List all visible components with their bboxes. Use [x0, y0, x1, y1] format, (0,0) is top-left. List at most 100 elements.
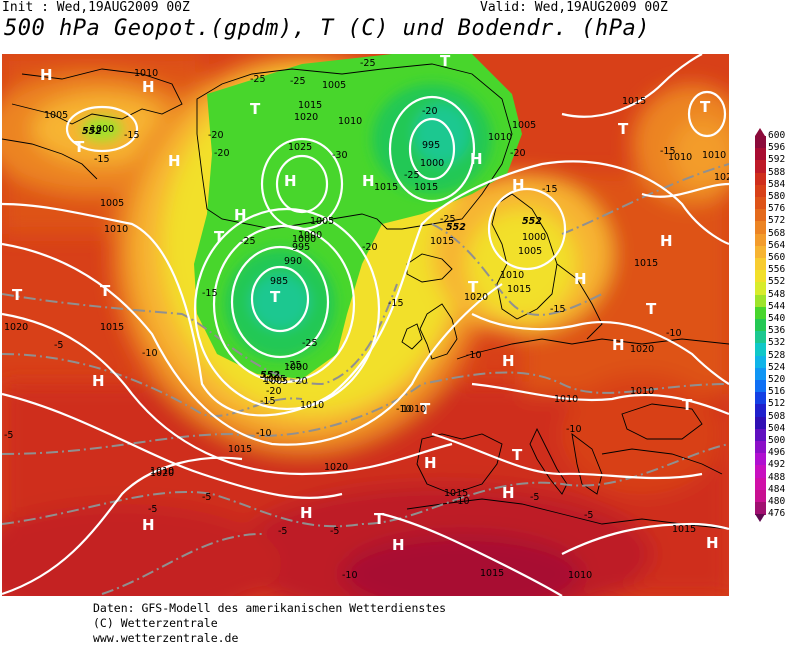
legend-level-label: 588	[768, 166, 786, 178]
legend-swatch	[755, 306, 766, 320]
color-legend: 600 596 592 588 584 580 576 572 568 564 560 556 552 5…	[752, 128, 790, 523]
footer-website: www.wetterzentrale.de	[93, 631, 239, 645]
legend-swatch	[755, 404, 766, 418]
svg-text:1000: 1000	[284, 362, 308, 373]
legend-swatch	[755, 392, 766, 405]
low-symbol: T	[100, 282, 111, 300]
footer: Daten: GFS-Modell des amerikanischen Wet…	[93, 601, 446, 646]
svg-text:-25: -25	[250, 74, 266, 85]
legend-level-label: 480	[768, 496, 786, 507]
high-symbol: H	[284, 172, 297, 190]
low-symbol: T	[250, 100, 261, 118]
svg-text:-10: -10	[256, 428, 272, 439]
high-symbol: H	[168, 152, 181, 170]
svg-text:-10: -10	[342, 570, 358, 581]
temperature-isolines	[2, 163, 729, 595]
legend-swatch	[755, 380, 766, 393]
legend-swatch	[755, 209, 766, 222]
svg-text:1025: 1025	[288, 142, 312, 153]
init-time: Init : Wed,19AUG2009 00Z	[2, 0, 190, 15]
map-title: 500 hPa Geopot.(gpdm), T (C) und Bodendr…	[4, 16, 651, 41]
svg-text:1010: 1010	[338, 116, 362, 127]
pressure-labels: 1005 1010 1000 1005 1015 1020 1025 995 1…	[4, 68, 729, 581]
legend-level-label: 592	[768, 154, 786, 166]
high-symbol: H	[502, 352, 515, 370]
svg-text:1010: 1010	[488, 132, 512, 143]
svg-text:-15: -15	[550, 304, 566, 315]
legend-level-label: 576	[768, 203, 786, 215]
svg-text:1010: 1010	[104, 224, 128, 235]
svg-text:-20: -20	[510, 148, 526, 159]
legend-swatch	[755, 319, 766, 332]
legend-swatch	[755, 270, 766, 283]
svg-text:-20: -20	[214, 148, 230, 159]
legend-level-label: 548	[768, 288, 786, 300]
svg-text:-5: -5	[278, 526, 287, 537]
high-symbol: H	[142, 78, 155, 96]
legend-level-label: 508	[768, 410, 786, 422]
svg-text:1020: 1020	[294, 112, 318, 123]
svg-text:1005: 1005	[262, 374, 286, 385]
svg-text:1015: 1015	[634, 258, 658, 269]
low-symbol: T	[420, 400, 431, 418]
legend-swatch	[755, 172, 766, 186]
legend-swatch	[755, 136, 766, 149]
legend-level-label: 564	[768, 239, 786, 251]
svg-text:1010: 1010	[702, 150, 726, 161]
svg-text:1010: 1010	[134, 68, 158, 79]
svg-text:-30: -30	[332, 150, 348, 161]
svg-text:1010: 1010	[668, 152, 692, 163]
svg-text:1010: 1010	[568, 570, 592, 581]
legend-swatch	[755, 502, 766, 515]
svg-text:1015: 1015	[298, 100, 322, 111]
svg-text:-15: -15	[202, 288, 218, 299]
legend-swatch	[755, 331, 766, 344]
svg-text:-20: -20	[266, 386, 282, 397]
legend-level-label: 600	[768, 130, 786, 141]
legend-level-label: 516	[768, 386, 786, 398]
legend-swatch	[755, 221, 766, 235]
svg-text:1000: 1000	[522, 232, 546, 243]
legend-level-label: 556	[768, 264, 786, 276]
svg-text:1000: 1000	[420, 158, 444, 169]
legend-level-label: 580	[768, 191, 786, 202]
high-symbol: H	[40, 66, 53, 84]
svg-text:1010: 1010	[300, 400, 324, 411]
weather-map: H H H H H H H H H H H H H H H H H H H T …	[2, 54, 729, 596]
legend-level-label: 572	[768, 215, 786, 227]
legend-swatch	[755, 148, 766, 161]
svg-text:-15: -15	[94, 154, 110, 165]
high-symbol: H	[424, 454, 437, 472]
low-symbol: T	[374, 510, 385, 528]
svg-text:995: 995	[422, 140, 440, 151]
legend-swatch	[755, 160, 766, 174]
svg-text:1015: 1015	[100, 322, 124, 333]
svg-text:1020: 1020	[714, 172, 729, 183]
svg-text:1000: 1000	[292, 234, 316, 245]
legend-swatch	[755, 477, 766, 491]
svg-text:1005: 1005	[512, 120, 536, 131]
legend-level-label: 476	[768, 508, 786, 520]
svg-text:1005: 1005	[100, 198, 124, 209]
svg-text:1015: 1015	[444, 488, 468, 499]
legend-swatch	[755, 355, 766, 369]
legend-swatch	[755, 294, 766, 308]
svg-text:1010: 1010	[630, 386, 654, 397]
svg-text:1010: 1010	[150, 466, 174, 477]
svg-text:990: 990	[284, 256, 302, 267]
svg-text:552: 552	[82, 126, 102, 137]
geopotential-labels: 552 552 552 552	[82, 126, 542, 381]
svg-text:1015: 1015	[414, 182, 438, 193]
svg-text:-15: -15	[124, 130, 140, 141]
svg-text:1015: 1015	[507, 284, 531, 295]
svg-text:-25: -25	[440, 214, 456, 225]
svg-text:1005: 1005	[264, 376, 288, 387]
svg-text:1015: 1015	[430, 236, 454, 247]
high-symbol: H	[362, 172, 375, 190]
high-symbol: H	[660, 232, 673, 250]
legend-level-label: 528	[768, 349, 786, 361]
valid-time: Valid: Wed,19AUG2009 00Z	[480, 0, 668, 15]
svg-text:-25: -25	[302, 338, 318, 349]
legend-level-label: 552	[768, 276, 786, 288]
temperature-labels: -15 -15 -20 -25 -25 -25 -20 -20 -30 -25 …	[4, 58, 682, 581]
